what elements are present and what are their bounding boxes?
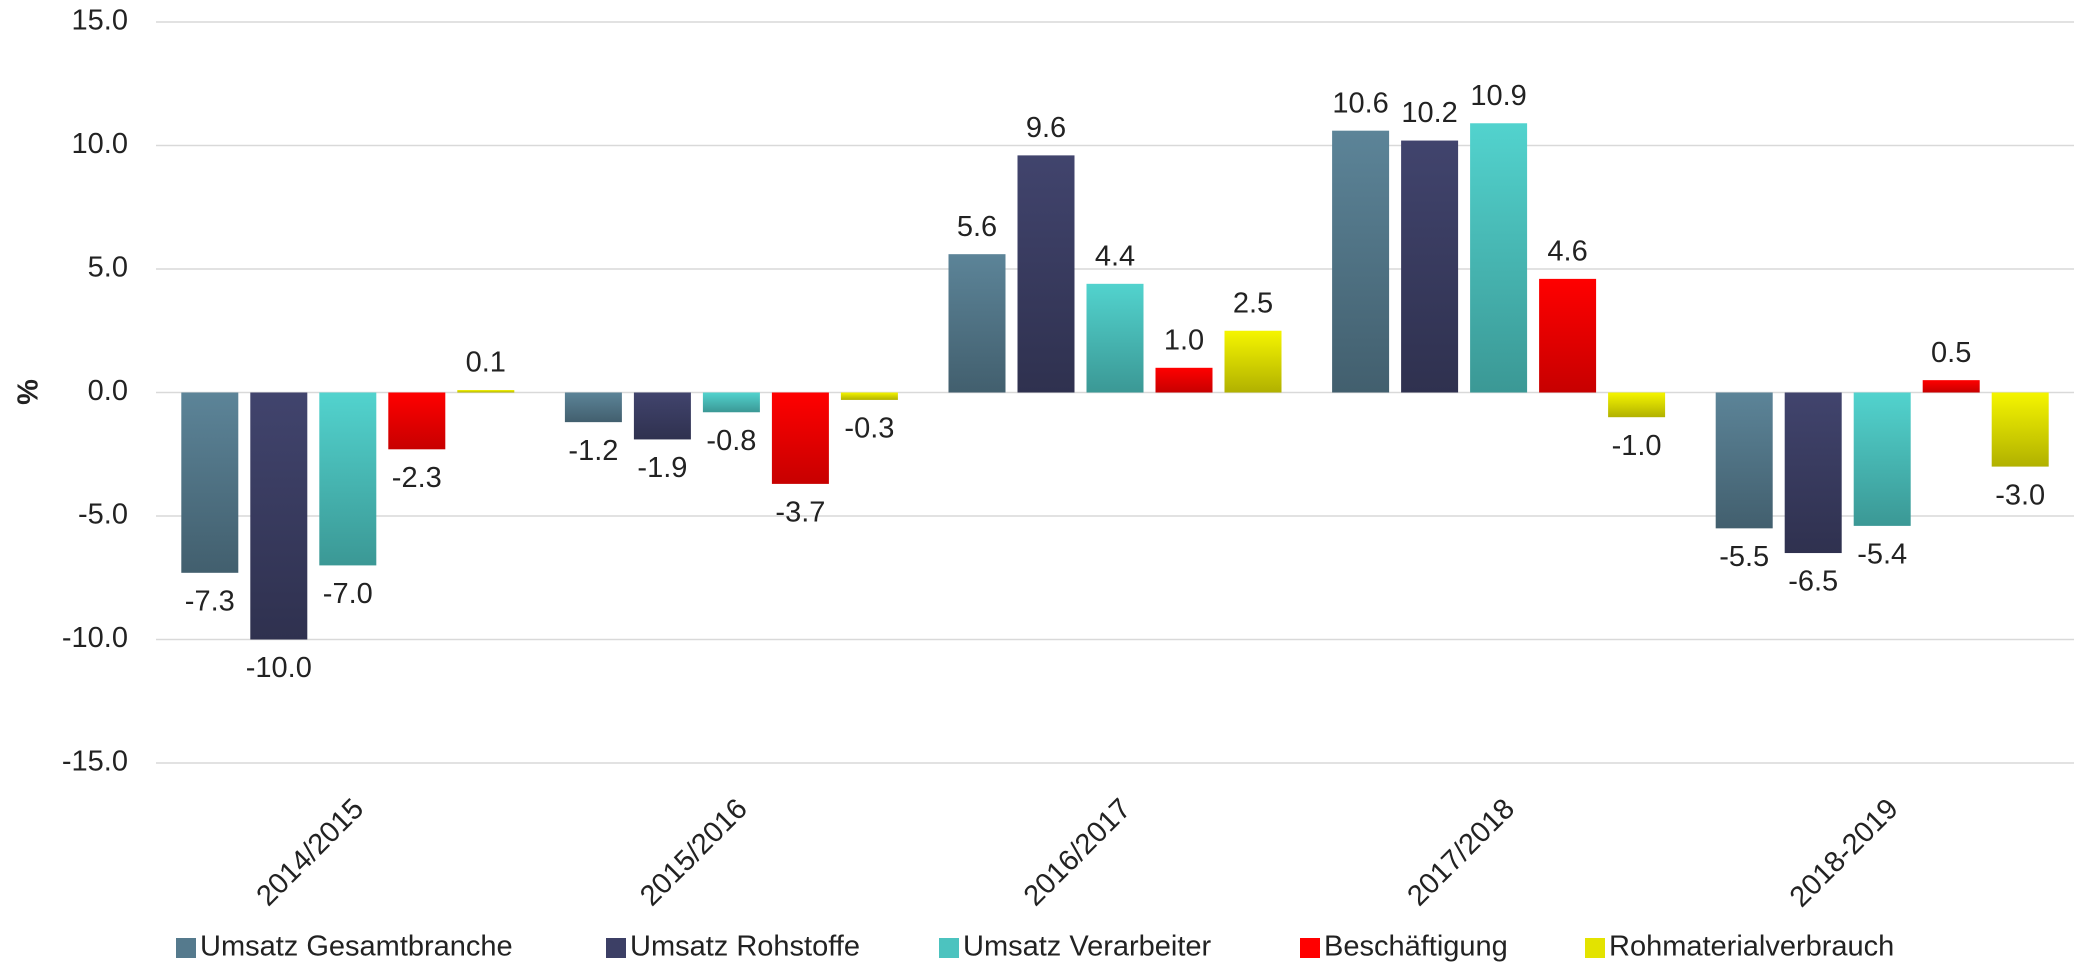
- x-tick-label: 2016/2017: [1018, 793, 1138, 913]
- data-label: -6.5: [1788, 566, 1838, 598]
- bar: [1991, 392, 2049, 467]
- bar: [250, 392, 308, 640]
- bar: [319, 392, 377, 566]
- bar: [1401, 140, 1459, 393]
- data-label: 1.0: [1164, 324, 1204, 356]
- data-label: -10.0: [246, 652, 312, 684]
- legend-label: Umsatz Rohstoffe: [630, 931, 860, 963]
- legend-label: Beschäftigung: [1324, 931, 1508, 963]
- data-label: -7.0: [323, 578, 373, 610]
- bar: [1922, 380, 1980, 393]
- x-tick-label: 2017/2018: [1401, 793, 1521, 913]
- bar: [633, 392, 691, 440]
- y-tick-label: 15.0: [72, 5, 128, 37]
- bar: [702, 392, 760, 413]
- y-tick-label: 5.0: [88, 252, 128, 284]
- y-tick-label: -15.0: [62, 746, 128, 778]
- data-label: 0.1: [466, 347, 506, 379]
- y-tick-label: -10.0: [62, 622, 128, 654]
- data-label: -7.3: [185, 585, 235, 617]
- legend-label: Umsatz Verarbeiter: [963, 931, 1212, 963]
- bar: [840, 392, 898, 400]
- bar: [948, 254, 1006, 393]
- data-label: 9.6: [1026, 112, 1066, 144]
- bar: [1784, 392, 1842, 554]
- data-label: 10.9: [1470, 80, 1526, 112]
- bar: [1017, 155, 1075, 393]
- legend-swatch: [176, 938, 196, 958]
- data-label: -0.8: [706, 425, 756, 457]
- data-label: 5.6: [957, 211, 997, 243]
- y-axis-label: %: [13, 379, 45, 405]
- bar: [1086, 283, 1144, 393]
- bar: [388, 392, 446, 450]
- x-tick-label: 2015/2016: [634, 793, 754, 913]
- legend-swatch: [606, 938, 626, 958]
- legend-label: Rohmaterialverbrauch: [1609, 931, 1894, 963]
- bar: [1608, 392, 1666, 418]
- bar: [1539, 278, 1597, 393]
- legend-swatch: [939, 938, 959, 958]
- y-tick-label: 10.0: [72, 128, 128, 160]
- data-label: -1.2: [568, 435, 618, 467]
- legend-swatch: [1585, 938, 1605, 958]
- bar: [1470, 123, 1528, 393]
- legend-swatch: [1300, 938, 1320, 958]
- data-label: -0.3: [844, 413, 894, 445]
- bar: [1715, 392, 1773, 529]
- x-tick-label: 2018-2019: [1784, 793, 1905, 914]
- y-tick-label: -5.0: [78, 499, 128, 531]
- bar: [771, 392, 829, 484]
- bar: [1853, 392, 1911, 526]
- bar: [1224, 330, 1282, 393]
- data-label: -3.7: [775, 497, 825, 529]
- bar: [564, 392, 622, 423]
- data-label: 4.4: [1095, 240, 1135, 272]
- data-label: -1.0: [1612, 430, 1662, 462]
- data-label: 0.5: [1931, 337, 1971, 369]
- data-label: -3.0: [1995, 479, 2045, 511]
- legend-label: Umsatz Gesamtbranche: [200, 931, 513, 963]
- data-label: 4.6: [1547, 236, 1587, 268]
- data-label: -5.4: [1857, 539, 1907, 571]
- bar: [1332, 130, 1390, 393]
- data-label: -1.9: [637, 452, 687, 484]
- data-label: -5.5: [1719, 541, 1769, 573]
- data-label: -2.3: [392, 462, 442, 494]
- bar: [1155, 367, 1213, 393]
- y-tick-label: 0.0: [88, 375, 128, 407]
- x-tick-label: 2014/2015: [251, 793, 371, 913]
- data-label: 10.2: [1401, 97, 1457, 129]
- bar: [457, 390, 515, 393]
- data-label: 10.6: [1332, 87, 1388, 119]
- data-label: 2.5: [1233, 287, 1273, 319]
- bar: [181, 392, 239, 573]
